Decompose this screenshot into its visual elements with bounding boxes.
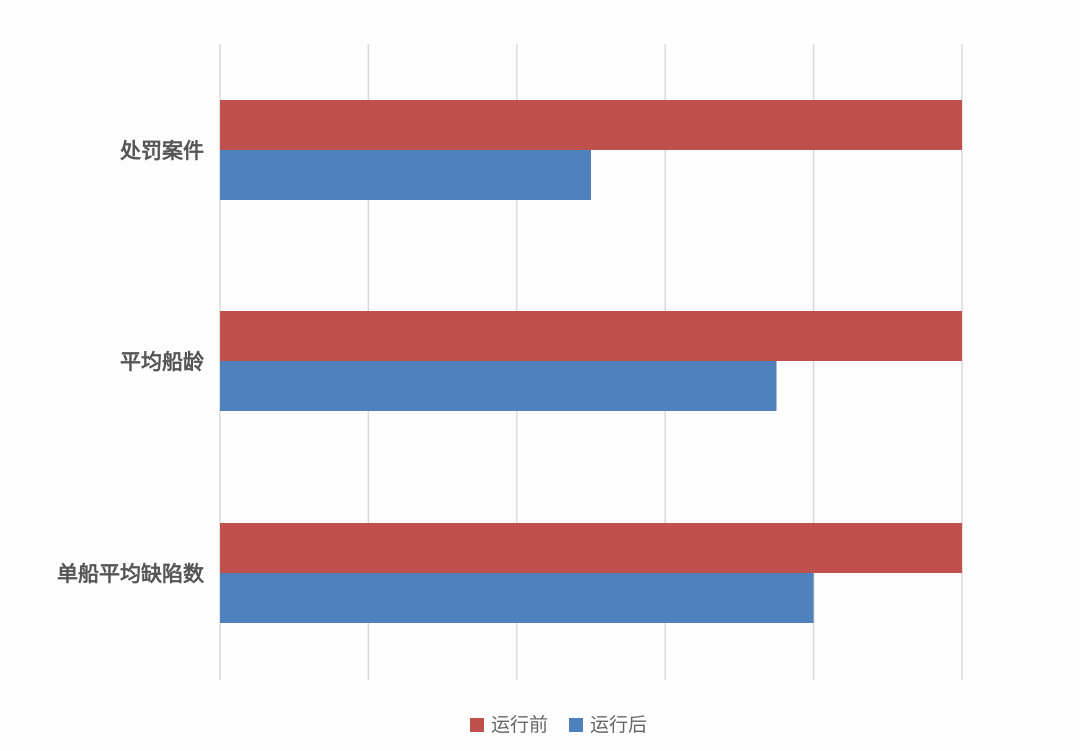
legend-label-0: 运行前: [491, 714, 548, 736]
legend: 运行前 运行后: [470, 714, 647, 736]
bar-before-2: [220, 523, 962, 573]
bar-after-2: [220, 573, 814, 623]
bar-after-0: [220, 150, 591, 200]
bar-before-1: [220, 311, 962, 361]
bar-before-0: [220, 100, 962, 150]
category-label-2: 单船平均缺陷数: [57, 562, 205, 586]
bar-after-1: [220, 361, 777, 411]
bars: [220, 100, 962, 623]
category-label-1: 平均船龄: [120, 350, 205, 374]
legend-swatch-0: [470, 718, 484, 732]
legend-swatch-1: [569, 718, 583, 732]
legend-label-1: 运行后: [590, 714, 647, 736]
category-label-0: 处罚案件: [119, 139, 204, 163]
